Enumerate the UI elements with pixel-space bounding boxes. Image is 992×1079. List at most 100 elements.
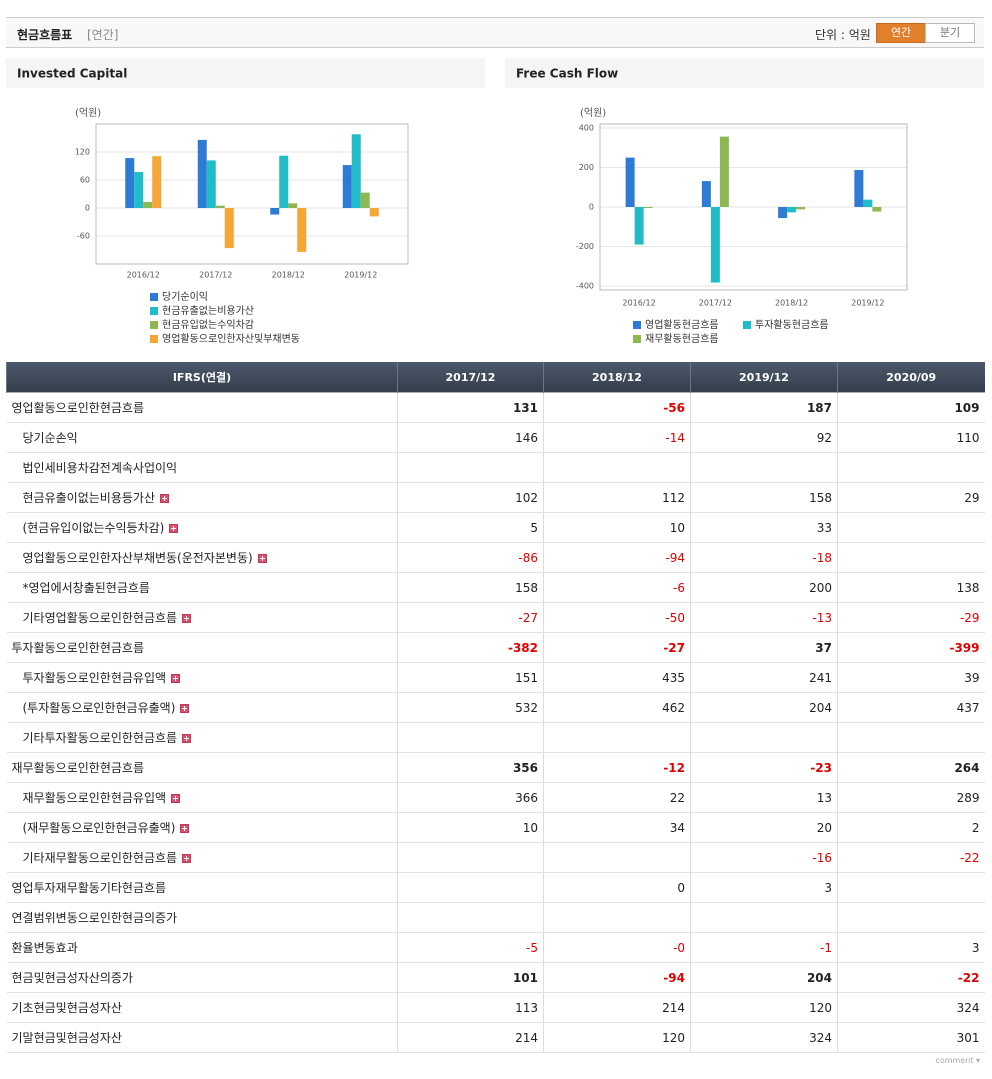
expand-icon[interactable] — [171, 674, 181, 683]
row-label: 영업투자재무활동기타현금흐름 — [6, 872, 398, 903]
cell: 113 — [397, 992, 544, 1023]
legend-swatch — [633, 321, 641, 329]
bar — [152, 156, 162, 208]
expand-icon[interactable] — [182, 854, 192, 863]
cell: 462 — [543, 692, 691, 723]
cell — [397, 722, 544, 753]
table-row: 법인세비용차감전계속사업이익 — [6, 452, 985, 483]
y-tick-label: 120 — [75, 148, 90, 157]
row-label: 연결범위변동으로인한현금의증가 — [6, 902, 398, 933]
cell: -399 — [837, 632, 985, 663]
section-title: 현금흐름표 — [17, 28, 73, 42]
cell: -29 — [837, 602, 985, 633]
x-tick-label: 2019/12 — [851, 299, 884, 308]
row-label: 기타재무활동으로인한현금흐름 — [6, 842, 398, 873]
period-tab[interactable]: 연간 — [876, 23, 926, 43]
x-tick-label: 2016/12 — [623, 299, 656, 308]
bar — [625, 157, 635, 207]
legend-swatch — [150, 307, 158, 315]
cell: -50 — [543, 602, 691, 633]
cell: 0 — [543, 872, 691, 903]
cell: 200 — [690, 572, 838, 603]
x-tick-label: 2016/12 — [127, 271, 160, 280]
cell: -14 — [543, 422, 691, 453]
expand-icon[interactable] — [182, 734, 192, 743]
cash-flow-table: IFRS(연결) 2017/12 2018/12 2019/12 2020/09 영업활동… — [6, 362, 985, 1053]
legend-swatch — [150, 335, 158, 343]
cell: 39 — [837, 662, 985, 693]
cell — [397, 902, 544, 933]
table-row: 환율변동효과 -5 -0 -1 3 — [6, 932, 985, 963]
cell: -18 — [690, 542, 838, 573]
cell: 214 — [543, 992, 691, 1023]
row-label-text: 연결범위변동으로인한현금의증가 — [11, 911, 178, 925]
expand-icon[interactable] — [159, 494, 169, 503]
header-row: IFRS(연결) 2017/12 2018/12 2019/12 2020/09 — [6, 362, 985, 393]
row-label: 기타영업활동으로인한현금흐름 — [6, 602, 398, 633]
cell: -27 — [543, 632, 691, 663]
x-tick-label: 2018/12 — [775, 299, 808, 308]
table-row: (현금유입이없는수익등차감) 5 10 33 — [6, 512, 985, 543]
cell: -86 — [397, 542, 544, 573]
cell: 356 — [397, 752, 544, 783]
cell: -0 — [543, 932, 691, 963]
row-label-text: 현금유출이없는비용등가산 — [22, 491, 155, 505]
plot-frame — [95, 123, 409, 265]
y-tick-label: 400 — [579, 123, 594, 132]
legend-swatch — [150, 321, 158, 329]
expand-icon[interactable] — [257, 554, 267, 563]
expand-icon[interactable] — [169, 524, 179, 533]
cell — [837, 542, 985, 573]
row-label-text: (투자활동으로인한현금유출액) — [22, 701, 176, 715]
plot-frame — [599, 123, 908, 291]
cell: -13 — [690, 602, 838, 633]
table-row: 당기순손익 146 -14 92 110 — [6, 422, 985, 453]
x-tick-label: 2017/12 — [699, 299, 732, 308]
bar — [351, 134, 361, 208]
expand-icon[interactable] — [180, 704, 190, 713]
table-row: (투자활동으로인한현금유출액) 532 462 204 437 — [6, 692, 985, 723]
cell: 146 — [397, 422, 544, 453]
bar — [778, 207, 788, 219]
row-label-text: 투자활동으로인한현금유입액 — [22, 671, 167, 685]
row-label-text: (현금유입이없는수익등차감) — [22, 521, 165, 535]
cell — [690, 722, 838, 753]
panel-header — [505, 58, 984, 88]
row-label-text: 영업활동으로인한현금흐름 — [11, 401, 144, 415]
cell: 34 — [543, 812, 691, 843]
table-row: 투자활동으로인한현금유입액 151 435 241 39 — [6, 662, 985, 693]
table-row: 투자활동으로인한현금흐름 -382 -27 37 -399 — [6, 632, 985, 663]
table-row: *영업에서창출된현금흐름 158 -6 200 138 — [6, 572, 985, 603]
cell — [837, 872, 985, 903]
comment-link[interactable]: comment ▾ — [935, 1056, 980, 1065]
cell: 131 — [397, 392, 544, 423]
cell: 5 — [397, 512, 544, 543]
cell: 532 — [397, 692, 544, 723]
legend-label: 영업활동으로인한자산및부채변동 — [162, 332, 300, 345]
cell — [837, 902, 985, 933]
table-row: 기타투자활동으로인한현금흐름 — [6, 722, 985, 753]
top-bar: 현금흐름표 [연간] 단위 : 억원 연간 분기 — [6, 17, 984, 48]
table-row: 현금및현금성자산의증가 101 -94 204 -22 — [6, 962, 985, 993]
period-tab[interactable]: 분기 — [925, 23, 975, 43]
cell: 109 — [837, 392, 985, 423]
expand-icon[interactable] — [182, 614, 192, 623]
row-label: 기타투자활동으로인한현금흐름 — [6, 722, 398, 753]
bar — [854, 170, 864, 207]
row-label: 환율변동효과 — [6, 932, 398, 963]
comment[interactable]: comment — [935, 1056, 974, 1065]
bar — [796, 207, 806, 210]
bar — [197, 139, 207, 208]
expand-icon[interactable] — [171, 794, 181, 803]
y-tick-label: 60 — [80, 176, 90, 185]
row-label: 법인세비용차감전계속사업이익 — [6, 452, 398, 483]
row-label-text: 기말현금및현금성자산 — [11, 1031, 122, 1045]
legend-label: 당기순이익 — [162, 291, 208, 303]
row-label-text: 투자활동으로인한현금흐름 — [11, 641, 144, 655]
cell — [397, 452, 544, 483]
row-label-text: 기타영업활동으로인한현금흐름 — [22, 611, 178, 625]
cell — [837, 512, 985, 543]
expand-icon[interactable] — [180, 824, 190, 833]
y-tick-label: -200 — [576, 242, 594, 251]
